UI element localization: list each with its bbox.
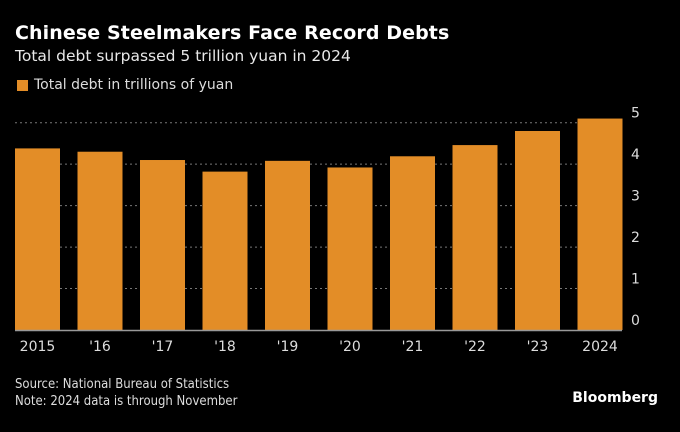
bar bbox=[15, 148, 60, 330]
x-tick-label: '19 bbox=[277, 339, 299, 355]
bar bbox=[390, 156, 435, 330]
x-tick-label: 2024 bbox=[582, 339, 618, 355]
bar bbox=[577, 118, 623, 330]
bars bbox=[15, 118, 623, 330]
y-axis-ticks: 0 1 2 3 4 5 bbox=[631, 106, 640, 329]
chart-title: Chinese Steelmakers Face Record Debts bbox=[15, 22, 450, 44]
x-tick-label: '21 bbox=[402, 339, 424, 355]
x-tick-label: '18 bbox=[214, 339, 236, 355]
chart-subtitle: Total debt surpassed 5 trillion yuan in … bbox=[15, 47, 351, 65]
x-tick-label: '23 bbox=[527, 339, 549, 355]
legend-label: Total debt in trillions of yuan bbox=[34, 77, 234, 93]
x-axis-ticks: 2015 '16 '17 '18 '19 '20 '21 '22 '23 2024 bbox=[20, 339, 618, 355]
y-tick-label: 0 bbox=[631, 313, 640, 329]
legend-swatch bbox=[17, 79, 28, 91]
bar bbox=[265, 160, 310, 330]
legend: Total debt in trillions of yuan bbox=[17, 77, 233, 93]
y-tick-label: 1 bbox=[631, 272, 640, 288]
bar bbox=[327, 167, 373, 330]
x-tick-label: 2015 bbox=[20, 339, 56, 355]
y-tick-label: 2 bbox=[631, 230, 640, 246]
footer: Source: National Bureau of Statistics No… bbox=[15, 376, 237, 410]
x-tick-label: '20 bbox=[339, 339, 361, 355]
y-tick-label: 3 bbox=[631, 189, 640, 205]
bar bbox=[452, 145, 498, 330]
bar bbox=[77, 151, 123, 330]
y-tick-label: 5 bbox=[631, 106, 640, 122]
bar bbox=[202, 171, 248, 330]
bar bbox=[515, 130, 560, 330]
x-tick-label: '17 bbox=[152, 339, 174, 355]
x-tick-label: '16 bbox=[89, 339, 111, 355]
y-tick-label: 4 bbox=[631, 147, 640, 163]
bloomberg-logo: Bloomberg bbox=[572, 390, 658, 406]
data-note: Note: 2024 data is through November bbox=[15, 394, 238, 409]
x-tick-label: '22 bbox=[464, 339, 486, 355]
bar bbox=[140, 160, 185, 330]
source-note: Source: National Bureau of Statistics bbox=[15, 377, 230, 392]
